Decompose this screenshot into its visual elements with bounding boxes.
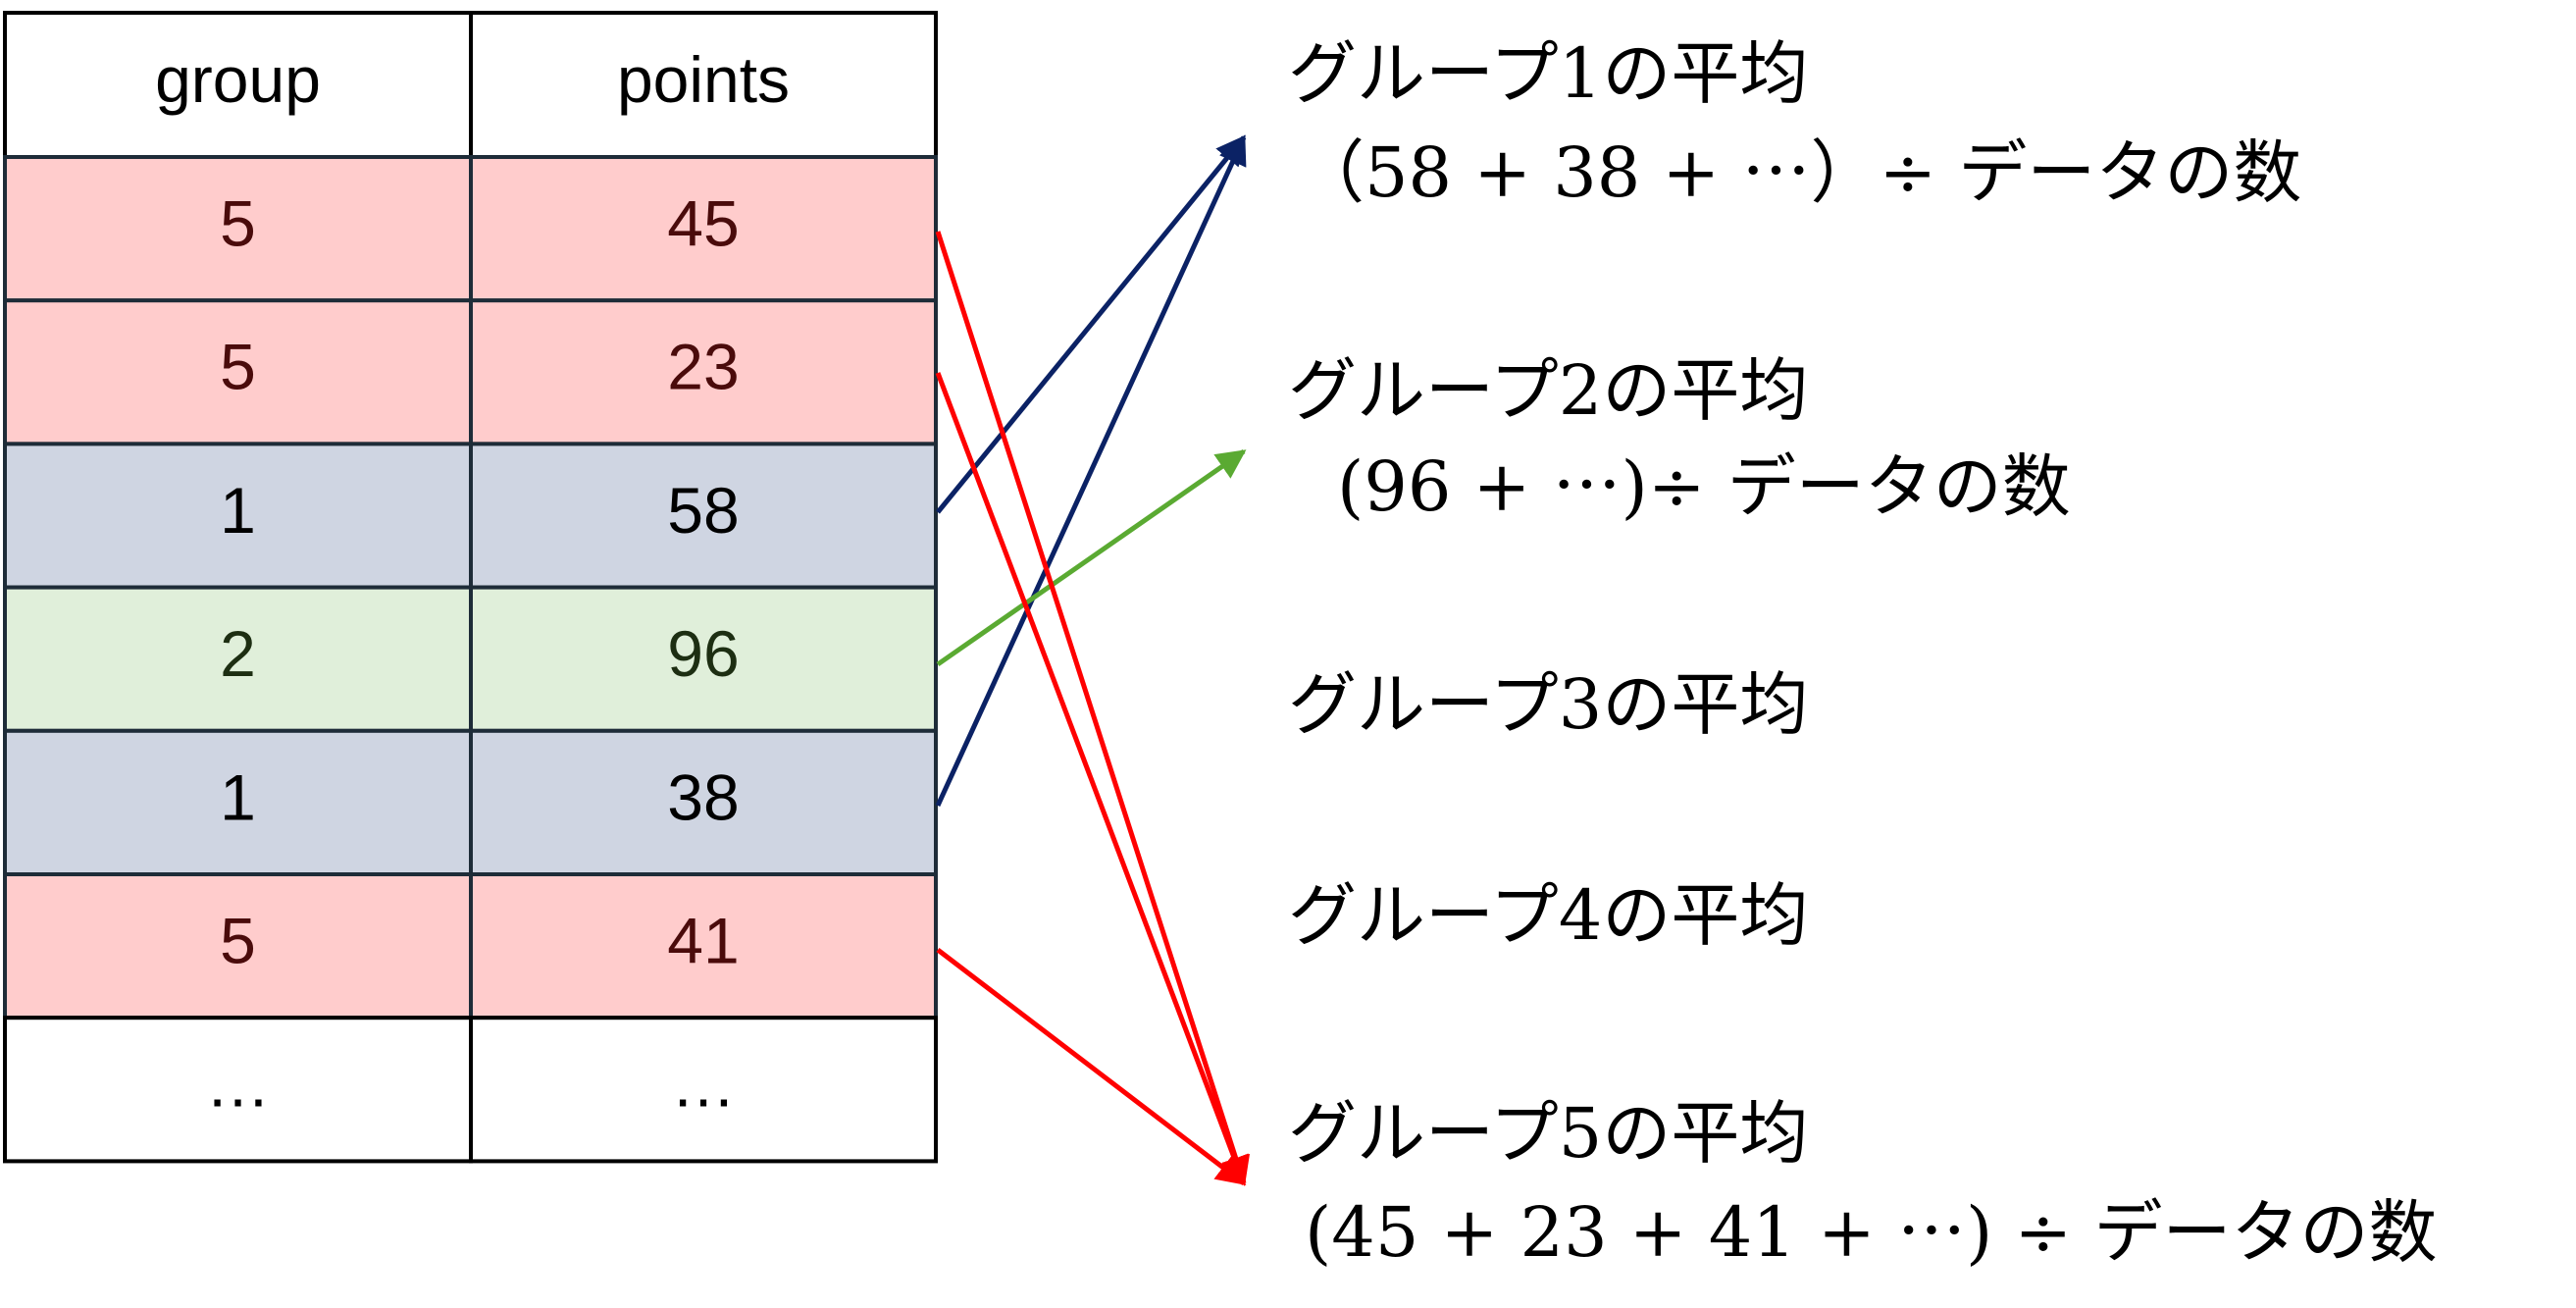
cell-text: … <box>671 1048 736 1121</box>
arrow <box>935 231 1251 1186</box>
cell-text: … <box>206 1048 271 1121</box>
cell-text: 45 <box>667 187 739 260</box>
table-cell <box>469 872 938 1020</box>
header-cell <box>469 11 938 159</box>
cell-text: 38 <box>667 760 739 833</box>
table-cell <box>469 585 938 733</box>
header-cell <box>3 11 473 159</box>
cell-text: 2 <box>220 617 256 690</box>
table-cell <box>469 1016 938 1164</box>
arrow <box>936 448 1247 667</box>
table-cell <box>3 155 473 303</box>
group-formula: （58 + 38 + ⋯）÷ データの数 <box>1296 132 2301 213</box>
cell-text: 5 <box>220 905 256 977</box>
group-formula: (45 + 23 + 41 + ⋯) ÷ データの数 <box>1305 1192 2437 1273</box>
cell-text: 23 <box>667 331 739 403</box>
arrow <box>936 134 1246 514</box>
table: group points 5 45 5 23 1 58 2 96 1 38 5 41 … … <box>3 11 938 1164</box>
group-title: グループ3の平均 <box>1288 664 1808 745</box>
group-title: グループ4の平均 <box>1288 875 1808 956</box>
arrow <box>935 134 1247 808</box>
table-cell <box>469 298 938 446</box>
table-cell <box>469 728 938 876</box>
cell-text: 41 <box>667 905 739 977</box>
cell-text: 96 <box>667 617 739 690</box>
cell-text: 1 <box>220 760 256 833</box>
arrows <box>935 134 1251 1186</box>
group-formula: (96 + ⋯)÷ データの数 <box>1337 446 2071 527</box>
table-cell <box>469 442 938 590</box>
cell-text: 1 <box>220 474 256 547</box>
group-title: グループ1の平均 <box>1288 33 1808 114</box>
arrow <box>935 372 1249 1186</box>
group-title: グループ2の平均 <box>1288 350 1808 431</box>
header-text: group <box>155 43 321 116</box>
group-title: グループ5の平均 <box>1288 1093 1808 1174</box>
header-text: points <box>617 43 790 116</box>
arrow <box>936 948 1247 1185</box>
cell-text: 5 <box>220 187 256 260</box>
cell-text: 58 <box>667 474 739 547</box>
table-cell <box>469 155 938 303</box>
cell-text: 5 <box>220 331 256 403</box>
